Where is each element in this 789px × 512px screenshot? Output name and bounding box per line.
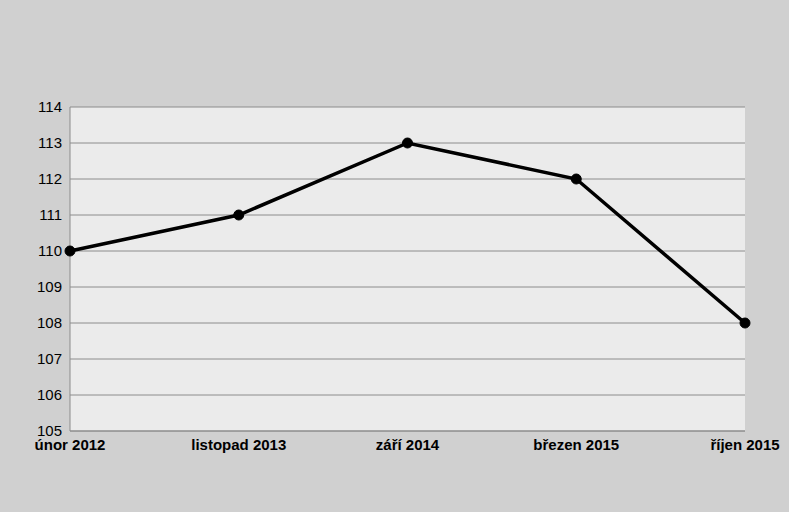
- svg-text:111: 111: [39, 206, 62, 223]
- svg-text:105: 105: [37, 422, 62, 439]
- svg-text:114: 114: [38, 98, 62, 115]
- svg-text:březen 2015: březen 2015: [533, 436, 619, 453]
- svg-text:110: 110: [38, 242, 62, 259]
- svg-text:112: 112: [38, 170, 62, 187]
- svg-text:109: 109: [37, 278, 62, 295]
- svg-text:listopad 2013: listopad 2013: [191, 436, 286, 453]
- svg-text:září 2014: září 2014: [376, 436, 440, 453]
- svg-text:únor 2012: únor 2012: [34, 435, 106, 453]
- svg-text:říjen 2015: říjen 2015: [710, 436, 779, 453]
- svg-text:113: 113: [38, 134, 62, 151]
- svg-text:108: 108: [37, 314, 62, 331]
- svg-text:107: 107: [37, 350, 62, 367]
- svg-text:106: 106: [37, 386, 62, 403]
